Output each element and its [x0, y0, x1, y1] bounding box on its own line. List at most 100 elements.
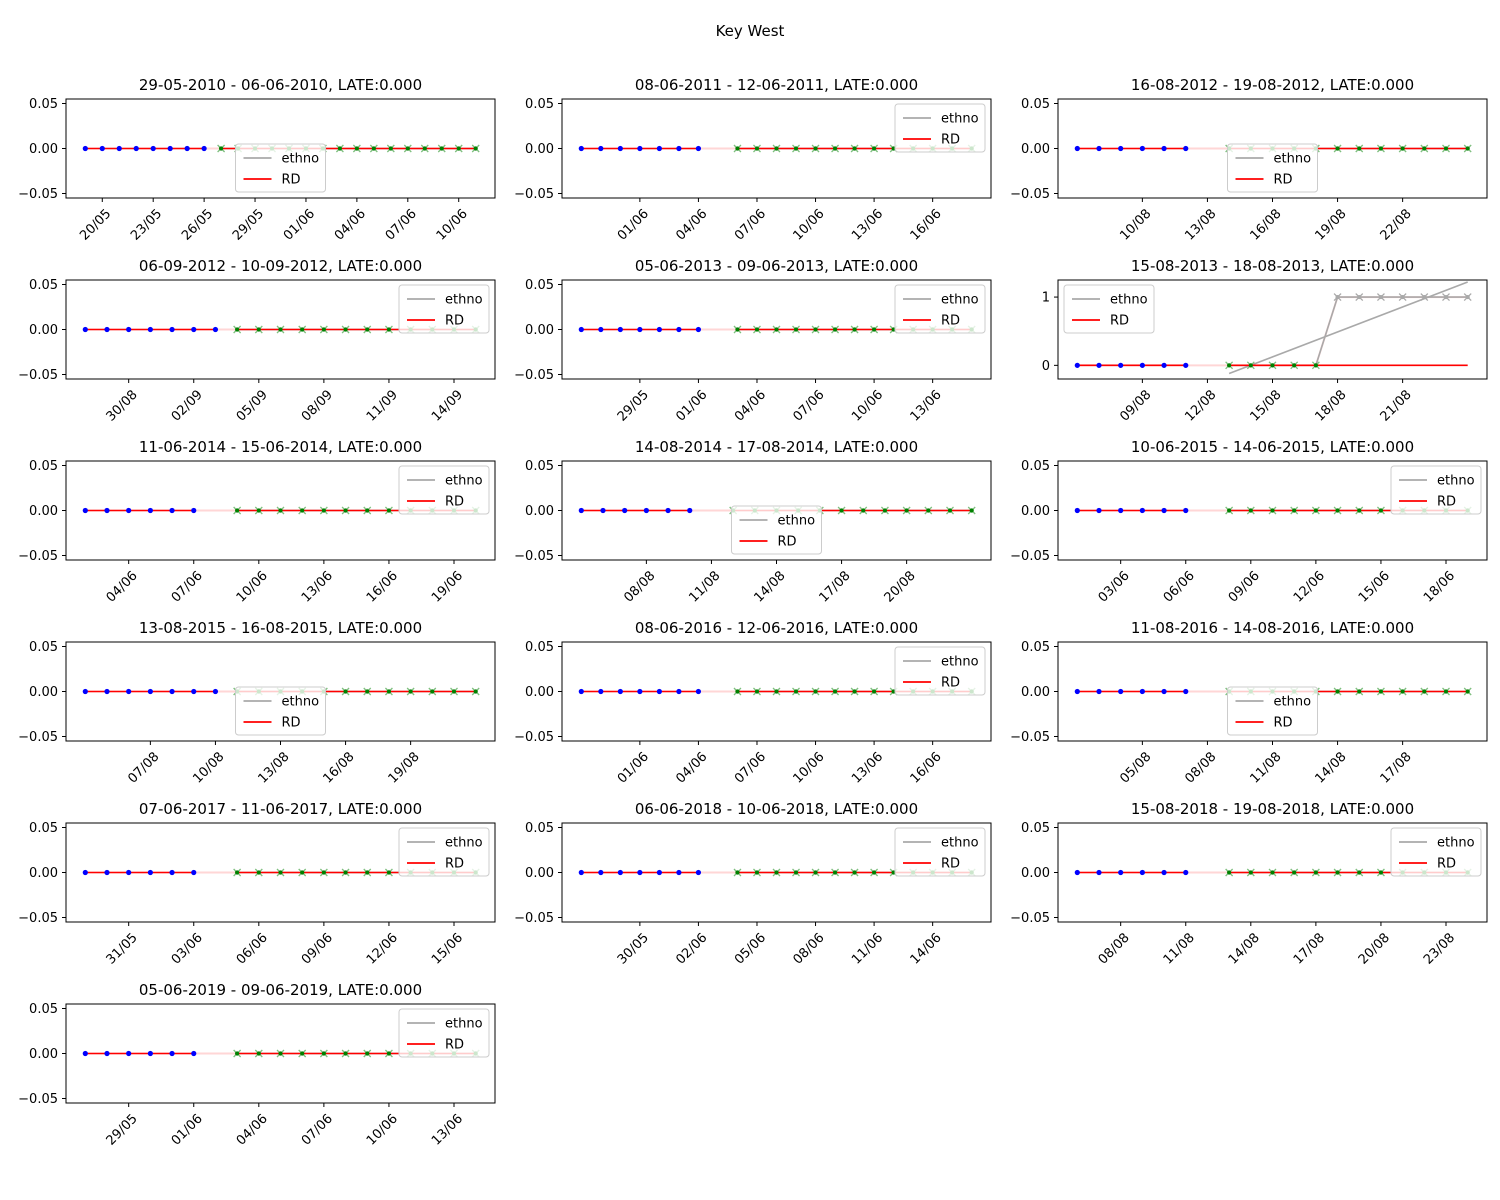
legend-label-ethno: ethno: [445, 836, 483, 851]
y-tick-label: 0.05: [29, 278, 58, 293]
y-tick-label: −0.05: [18, 911, 58, 926]
y-tick-label: 0.00: [29, 323, 58, 338]
pre-period-point: [169, 869, 175, 876]
x-tick-label: 09/08: [1117, 387, 1154, 424]
x-tick-label: 16/06: [908, 206, 945, 243]
post-period-point: [1227, 870, 1232, 875]
post-period-point: [386, 1051, 392, 1056]
y-tick-label: 0.00: [1021, 142, 1050, 157]
legend-label-ethno: ethno: [1274, 695, 1312, 710]
y-tick-label: 0.05: [29, 640, 58, 655]
post-period-point: [386, 327, 392, 332]
post-period-point: [774, 327, 779, 332]
legend-label-rd: RD: [1437, 857, 1456, 872]
y-tick-label: −0.05: [514, 549, 554, 564]
post-period-point: [1465, 294, 1470, 300]
post-period-point: [473, 146, 478, 151]
legend-label-ethno: ethno: [778, 514, 816, 529]
post-period-point: [1400, 689, 1405, 694]
ethno-fit-line: [1228, 281, 1468, 375]
pre-period-point: [1161, 145, 1167, 152]
y-tick-label: 0.00: [525, 142, 554, 157]
pre-period-point: [578, 145, 584, 152]
pre-period-point: [82, 688, 88, 695]
post-period-point: [735, 870, 740, 875]
y-tick-label: −0.05: [514, 911, 554, 926]
pre-period-point: [676, 869, 682, 876]
y-tick-label: 0.05: [525, 97, 554, 112]
post-period-point: [386, 508, 392, 513]
post-period-point: [408, 689, 413, 694]
pre-period-point: [1139, 869, 1145, 876]
pre-period-point: [1096, 362, 1102, 368]
post-period-point: [321, 327, 326, 332]
post-period-point: [813, 146, 818, 151]
subplot-8: 14-08-2014 - 17-08-2014, LATE:0.000 0.05 0…: [514, 438, 992, 606]
pre-period-point: [622, 507, 628, 514]
post-period-point: [278, 1051, 283, 1056]
pre-period-point: [637, 145, 643, 152]
legend-label-rd: RD: [941, 133, 960, 148]
y-tick-label: 0.05: [1021, 97, 1050, 112]
pre-period-point: [133, 145, 139, 152]
pre-period-point: [191, 688, 197, 695]
x-tick-label: 08/08: [1182, 749, 1219, 786]
y-tick-label: 0.05: [1021, 640, 1050, 655]
legend-box: [894, 284, 986, 334]
legend: ethno RD: [1227, 686, 1318, 736]
x-tick-label: 14/06: [908, 930, 945, 967]
subplot-12: 11-08-2016 - 14-08-2016, LATE:0.000 0.05 0…: [1010, 619, 1488, 787]
pre-period-point: [147, 869, 153, 876]
pre-period-point: [126, 1050, 132, 1057]
post-period-point: [235, 1051, 240, 1056]
x-tick-label: 11/06: [849, 930, 886, 967]
legend: ethno RD: [235, 686, 326, 736]
legend-box: [1390, 827, 1482, 877]
post-period-point: [813, 689, 818, 694]
post-period-point: [852, 870, 857, 875]
x-tick-label: 15/06: [1356, 568, 1393, 605]
subplot-title: 08-06-2016 - 12-06-2016, LATE:0.000: [635, 619, 918, 637]
x-tick-label: 23/08: [1421, 930, 1458, 967]
pre-period-point: [656, 688, 662, 695]
subplot-title: 11-06-2014 - 15-06-2014, LATE:0.000: [139, 438, 422, 456]
x-tick-label: 07/06: [299, 1111, 336, 1148]
subplot-title: 10-06-2015 - 14-06-2015, LATE:0.000: [1131, 438, 1414, 456]
x-tick-label: 30/05: [615, 930, 652, 967]
legend-label-ethno: ethno: [941, 112, 979, 127]
pre-period-point: [126, 326, 132, 333]
x-tick-label: 10/08: [1117, 206, 1154, 243]
pre-period-point: [1139, 507, 1145, 514]
post-period-point: [1270, 363, 1275, 368]
y-tick-label: 0.00: [525, 866, 554, 881]
x-tick-label: 08/08: [1096, 930, 1133, 967]
post-period-point: [861, 508, 866, 513]
y-tick-label: 0.00: [1021, 504, 1050, 519]
pre-period-point: [104, 869, 110, 876]
x-tick-label: 30/08: [104, 387, 141, 424]
post-period-point: [300, 1051, 305, 1056]
subplot-title: 08-06-2011 - 12-06-2011, LATE:0.000: [635, 76, 918, 94]
x-tick-label: 13/08: [1182, 206, 1219, 243]
post-period-point: [354, 146, 359, 151]
post-period-point: [1443, 689, 1449, 694]
subplot-title: 16-08-2012 - 19-08-2012, LATE:0.000: [1131, 76, 1414, 94]
post-period-point: [1227, 363, 1232, 368]
x-tick-label: 14/08: [751, 568, 788, 605]
legend: ethno RD: [1390, 465, 1482, 515]
legend: ethno RD: [894, 103, 986, 153]
subplot-7: 11-06-2014 - 15-06-2014, LATE:0.000 0.05 0…: [18, 438, 496, 606]
x-tick-label: 15/06: [429, 930, 466, 967]
pre-period-point: [104, 1050, 110, 1057]
x-tick-label: 29/05: [230, 206, 267, 243]
post-period-point: [832, 146, 838, 151]
x-tick-label: 04/06: [104, 568, 141, 605]
subplot-title: 14-08-2014 - 17-08-2014, LATE:0.000: [635, 438, 918, 456]
post-period-point: [904, 508, 909, 513]
x-tick-label: 16/06: [364, 568, 401, 605]
post-period-point: [1335, 146, 1340, 151]
x-tick-label: 19/06: [429, 568, 466, 605]
x-tick-label: 12/08: [1182, 387, 1219, 424]
x-tick-label: 04/06: [673, 206, 710, 243]
pre-period-point: [1183, 869, 1189, 876]
